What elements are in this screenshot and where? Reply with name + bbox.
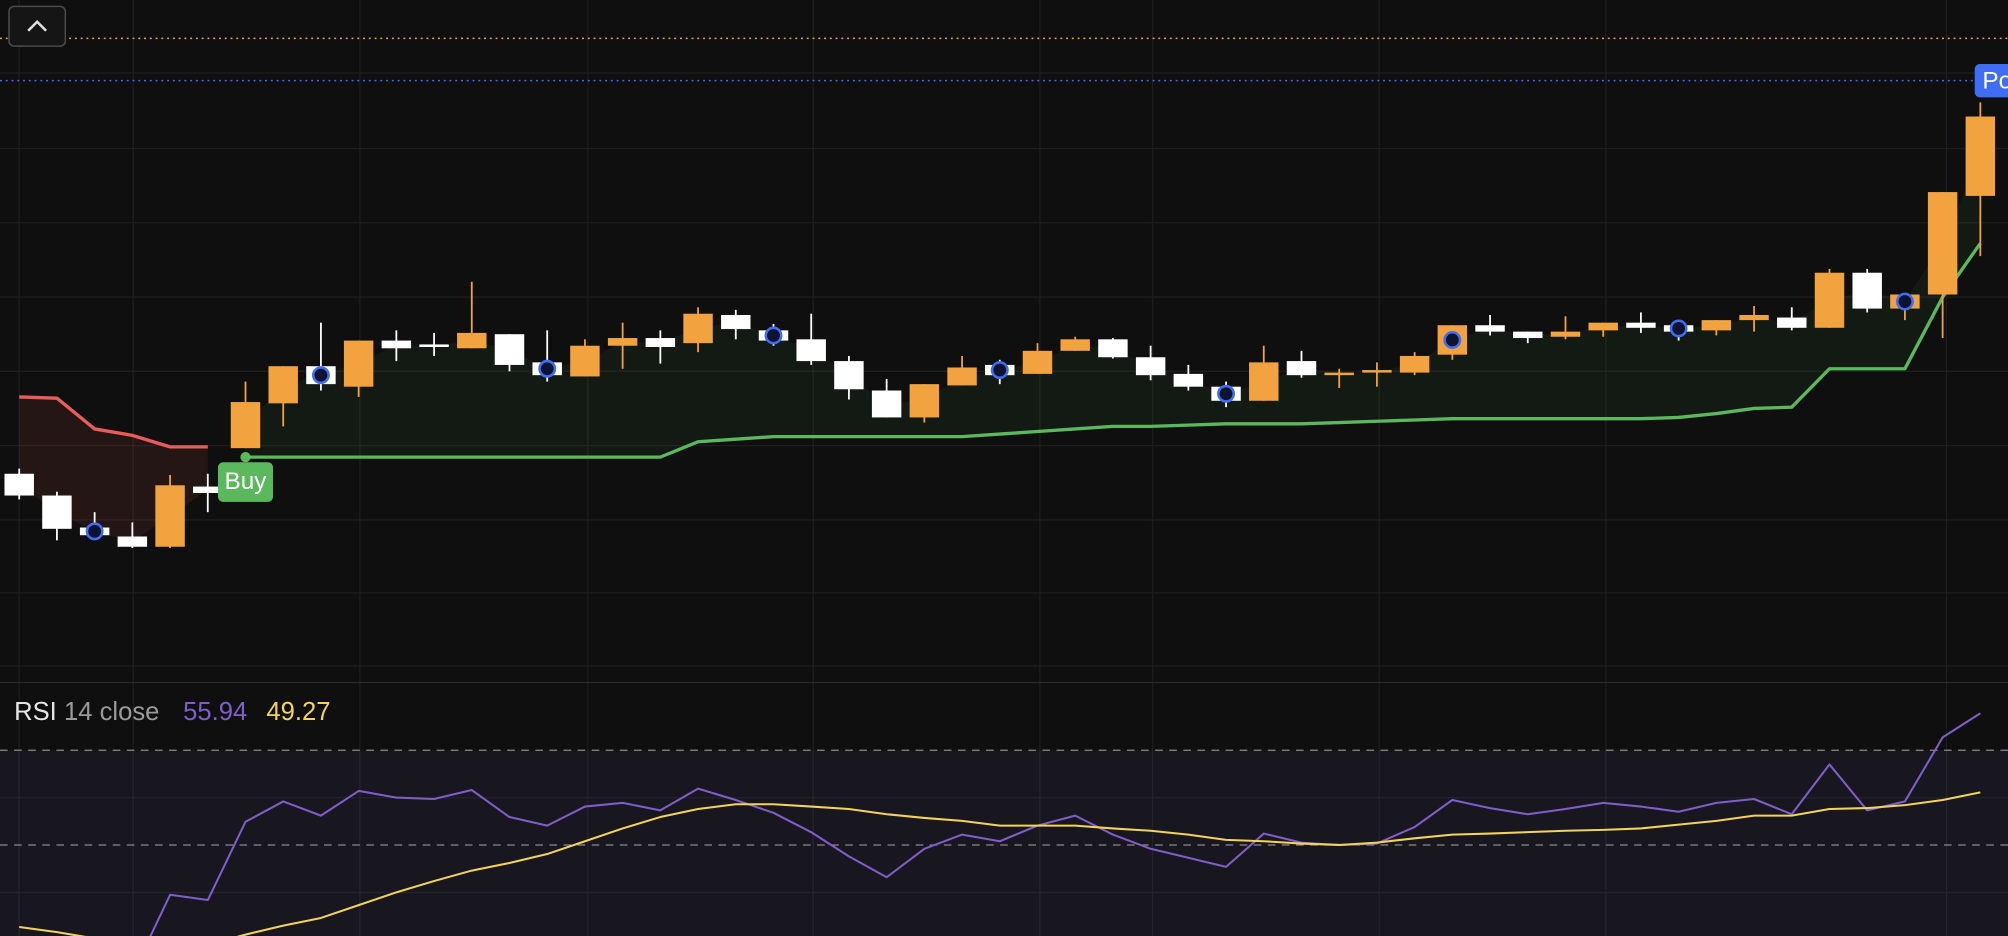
signal-marker [1669, 319, 1688, 338]
candle-body [1588, 322, 1618, 331]
candle-body [1852, 272, 1882, 309]
candle-body [607, 338, 638, 346]
price-label-box [1974, 64, 2008, 98]
candle-body [381, 340, 412, 349]
candle-body [4, 473, 34, 496]
candle-body [1399, 355, 1430, 373]
candle-body [909, 384, 940, 418]
candle-body [155, 485, 185, 547]
candle-body [1362, 370, 1392, 373]
candle-body [1550, 331, 1581, 337]
legend-value: 55.94 [183, 698, 247, 726]
candle-body [193, 486, 223, 493]
indicator-params: 14 close [64, 698, 159, 726]
candle-body [1513, 331, 1543, 339]
candle-body [1777, 317, 1807, 328]
candle-body [796, 339, 826, 362]
candle-body [1814, 272, 1845, 328]
signal-marker [1217, 384, 1236, 403]
candle-body [457, 332, 487, 349]
candle-body [834, 361, 864, 390]
candle-body [947, 367, 977, 386]
signal-marker [1443, 330, 1462, 349]
candle-body [1060, 339, 1090, 351]
candle-body [645, 338, 676, 347]
signal-marker [85, 522, 104, 541]
signal-label-box [217, 462, 274, 502]
signal-marker [990, 361, 1009, 380]
price-label: Po [1982, 67, 2008, 94]
button-frame[interactable] [8, 5, 67, 47]
candle-body [1135, 357, 1166, 376]
candle-body [1173, 373, 1204, 387]
candle-body [683, 313, 713, 344]
rsi-legend: RSI 14 close 55.94 49.27 [14, 698, 330, 726]
trend-fill [245, 156, 1981, 458]
candle-body [1626, 322, 1656, 328]
signal-label: Buy [225, 468, 268, 495]
signal-marker [538, 359, 557, 378]
rsi-band [0, 750, 2008, 936]
candle-body [117, 536, 148, 547]
candle-body [268, 366, 298, 404]
price-pane: Po Buy [0, 37, 2008, 549]
candle-body [42, 495, 72, 529]
legend-value: 49.27 [266, 698, 330, 726]
candle-body [1249, 362, 1279, 401]
signal-marker [311, 366, 330, 385]
candle-body [343, 340, 374, 387]
signal-marker [1895, 292, 1914, 311]
supertrend-line [245, 242, 1982, 459]
signal-marker [764, 326, 783, 345]
candle-body [230, 402, 261, 449]
candle-body [1475, 325, 1505, 332]
signal-dot [240, 451, 251, 463]
candle-body [570, 345, 600, 377]
candle-body [721, 314, 751, 330]
rsi-line [19, 791, 1981, 936]
chevron-icon[interactable] [27, 19, 48, 32]
indicator-name: RSI [14, 698, 57, 726]
candle-body [1022, 350, 1053, 374]
collapse-button[interactable] [8, 5, 67, 47]
candle-body [1701, 320, 1732, 331]
candle-body [1739, 314, 1769, 321]
supertrend-line [19, 395, 208, 449]
candle-body [1927, 192, 1958, 295]
candle-body [1324, 372, 1354, 376]
candle-body [1098, 339, 1128, 358]
candle-body [494, 334, 525, 365]
candle-body [871, 390, 902, 418]
candle-body [1286, 361, 1317, 376]
rsi-line [149, 712, 1981, 936]
candle-body [1965, 116, 1996, 196]
rsi-pane [0, 712, 2008, 936]
candle-body [419, 344, 449, 347]
